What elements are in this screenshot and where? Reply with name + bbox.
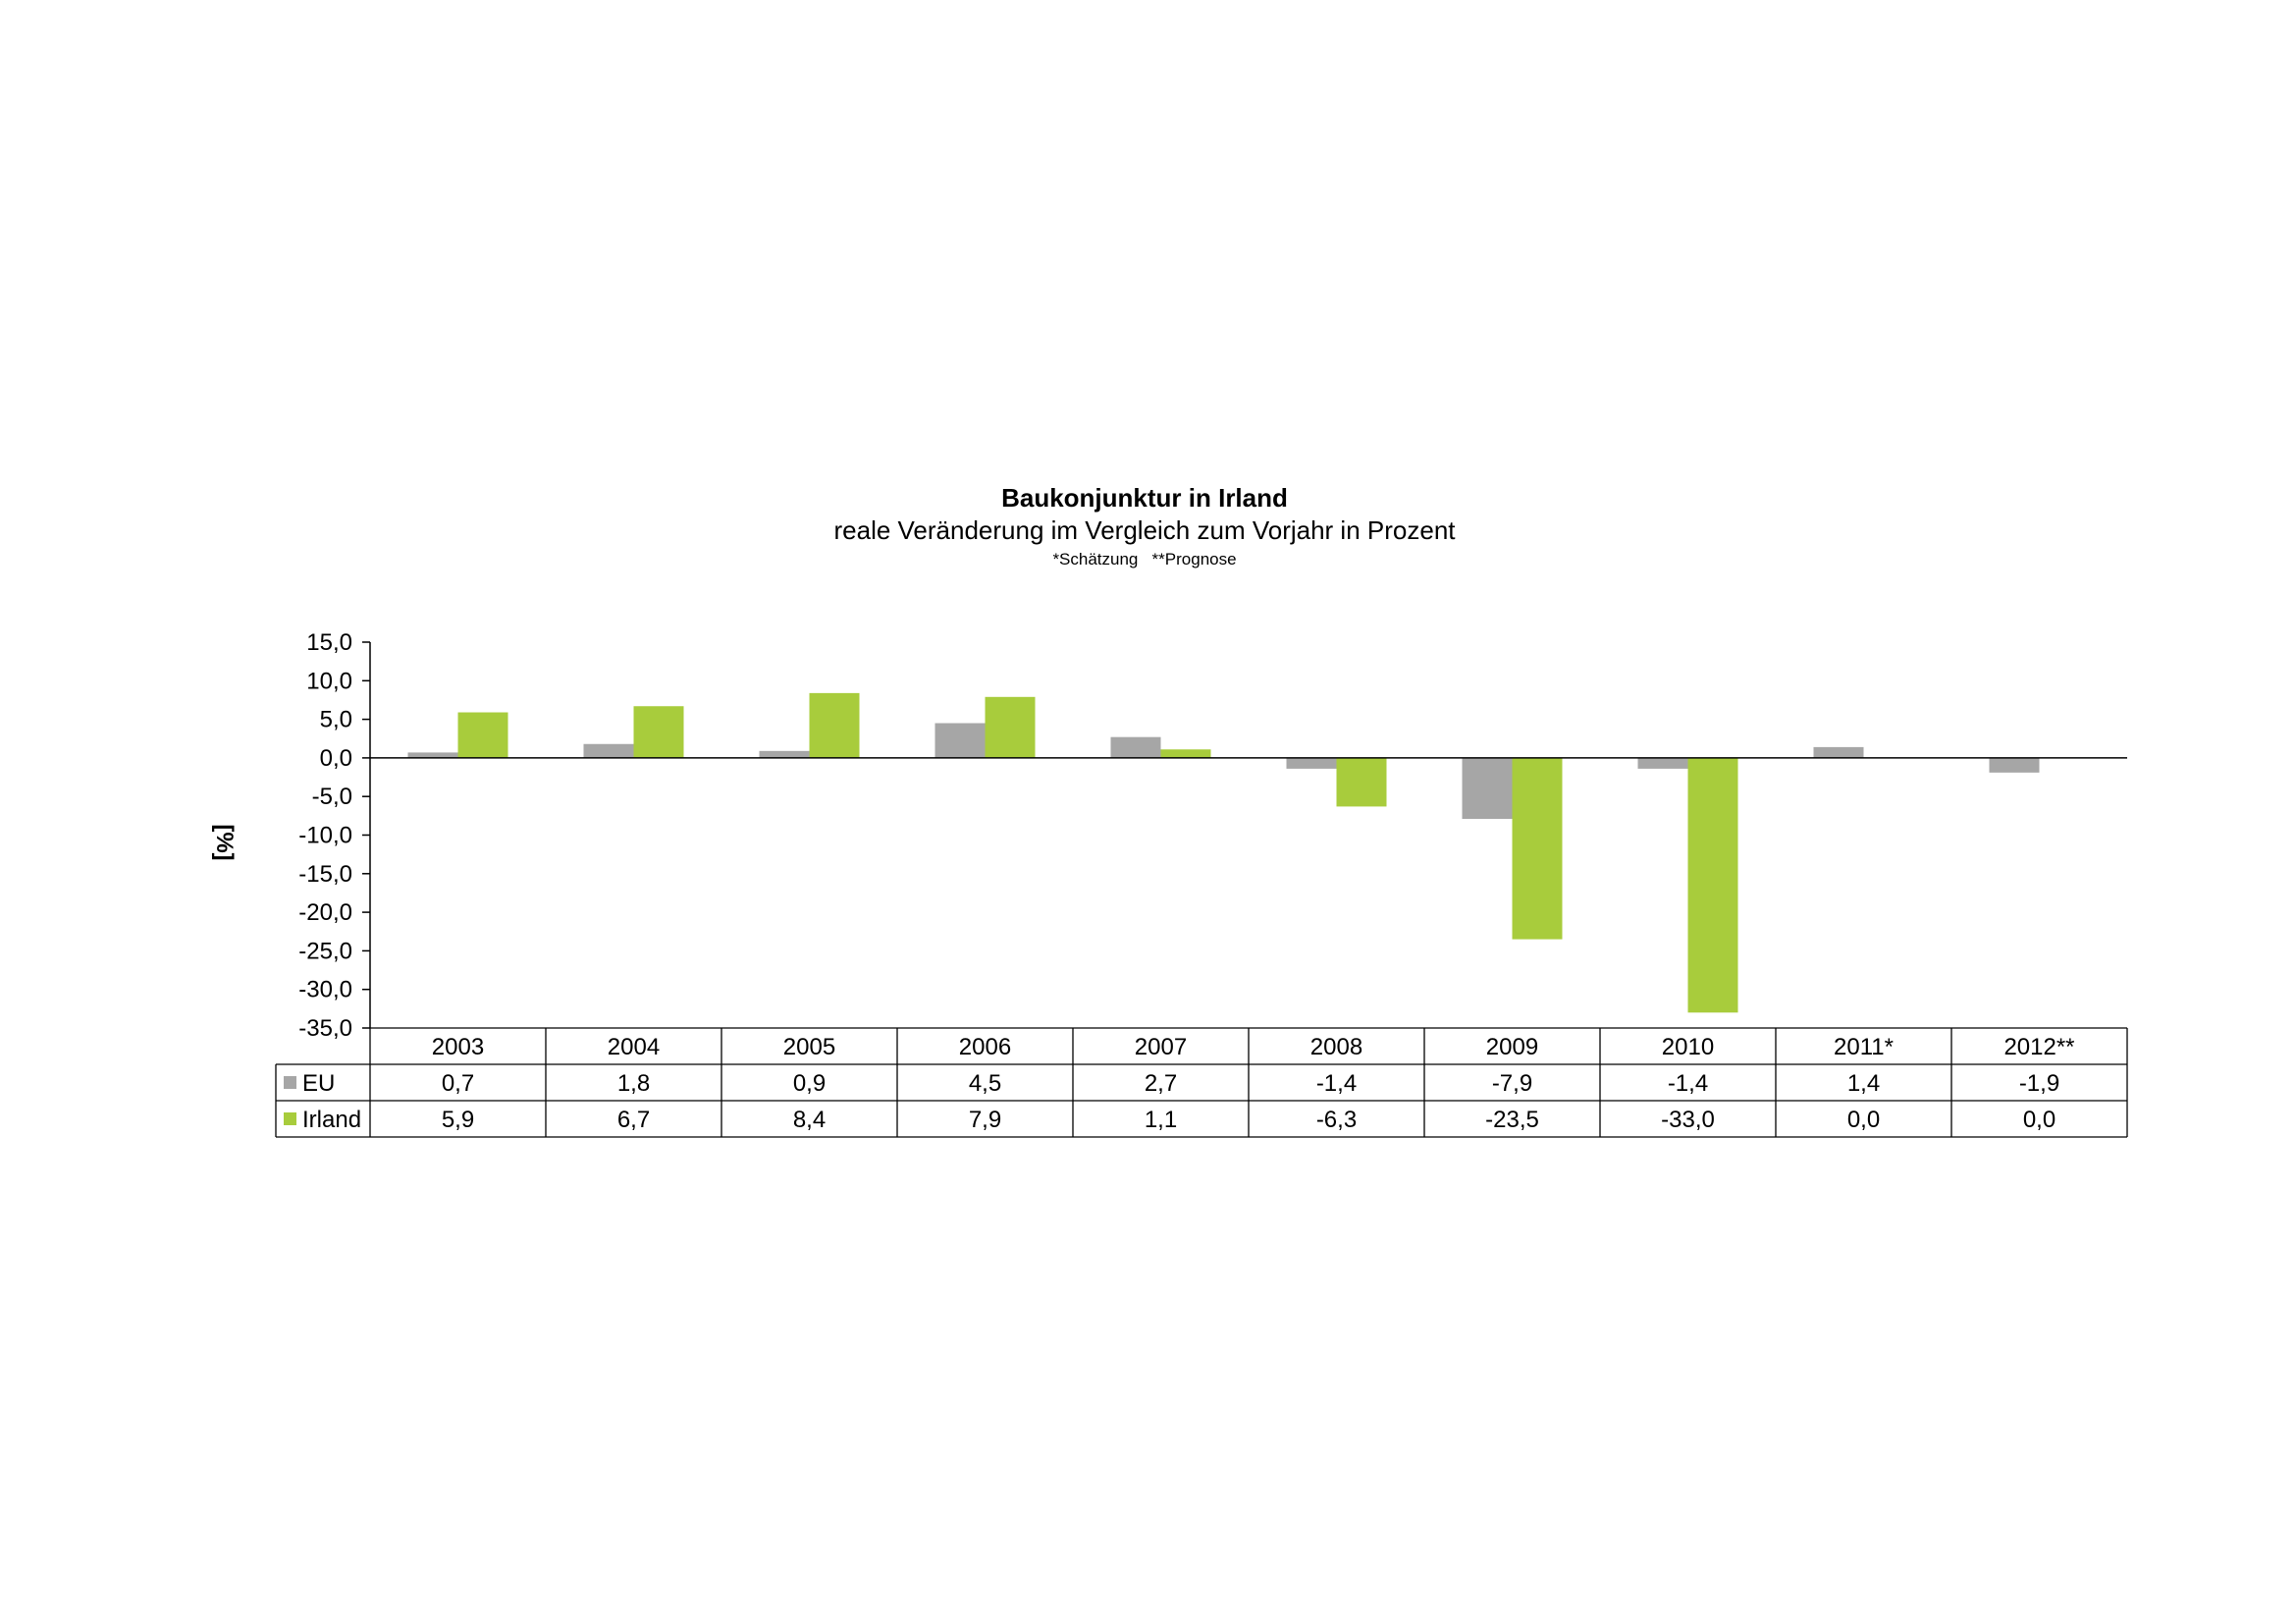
bar-eu-2012 bbox=[1989, 757, 2040, 773]
data-label-eu: -7,9 bbox=[1492, 1070, 1532, 1097]
data-label-irland: 5,9 bbox=[442, 1107, 474, 1133]
bar-eu-2004 bbox=[583, 743, 634, 758]
x-tick-label: 2011* bbox=[1834, 1034, 1894, 1060]
x-tick-label: 2012** bbox=[2003, 1034, 2074, 1060]
x-tick-label: 2007 bbox=[1135, 1034, 1187, 1060]
x-tick-label: 2003 bbox=[432, 1034, 484, 1060]
data-label-eu: 0,9 bbox=[793, 1070, 826, 1097]
x-tick-label: 2008 bbox=[1310, 1034, 1362, 1060]
bar-irland-2008 bbox=[1336, 757, 1387, 807]
y-tick-label: -30,0 bbox=[298, 977, 352, 1003]
bar-irland-2006 bbox=[985, 696, 1036, 758]
data-label-eu: 1,8 bbox=[617, 1070, 650, 1097]
bar-eu-2006 bbox=[934, 723, 986, 758]
y-tick-label: 10,0 bbox=[306, 668, 352, 694]
y-tick-label: -25,0 bbox=[298, 938, 352, 964]
data-label-irland: 0,0 bbox=[2023, 1107, 2056, 1133]
y-axis: 15,0 10,0 5,0 0,0 -5,0 -10,0 -15,0 -20,0 -25,0 -3… bbox=[298, 629, 371, 1042]
y-tick-label: -5,0 bbox=[312, 784, 352, 810]
data-label-eu: -1,4 bbox=[1316, 1070, 1357, 1097]
data-label-irland: 8,4 bbox=[793, 1107, 826, 1133]
legend-swatch-irland bbox=[284, 1112, 296, 1125]
data-label-eu: -1,4 bbox=[1668, 1070, 1708, 1097]
chart-subtitle: reale Veränderung im Vergleich zum Vorja… bbox=[833, 515, 1456, 545]
x-tick-label: 2005 bbox=[783, 1034, 835, 1060]
bar-eu-2005 bbox=[759, 750, 810, 758]
legend-swatch-eu bbox=[284, 1076, 296, 1089]
bar-eu-2007 bbox=[1110, 736, 1161, 758]
bar-irland-2009 bbox=[1512, 757, 1563, 940]
y-tick-label: -15,0 bbox=[298, 861, 352, 888]
legend-label-eu: EU bbox=[302, 1070, 335, 1097]
data-label-irland: 1,1 bbox=[1145, 1107, 1177, 1133]
y-tick-label: 0,0 bbox=[320, 745, 352, 772]
bar-eu-2010 bbox=[1637, 757, 1688, 769]
data-label-irland: 0,0 bbox=[1847, 1107, 1880, 1133]
data-label-eu: 2,7 bbox=[1145, 1070, 1177, 1097]
bar-eu-2008 bbox=[1286, 757, 1337, 769]
bar-irland-2003 bbox=[457, 712, 508, 758]
data-label-eu: -1,9 bbox=[2019, 1070, 2059, 1097]
bars bbox=[407, 692, 2040, 1013]
bar-irland-2007 bbox=[1160, 749, 1211, 758]
chart-note: *Schätzung **Prognose bbox=[1052, 550, 1236, 568]
bar-irland-2005 bbox=[809, 692, 860, 758]
x-tick-label: 2010 bbox=[1662, 1034, 1714, 1060]
y-tick-label: 5,0 bbox=[320, 707, 352, 733]
data-label-irland: -23,5 bbox=[1485, 1107, 1539, 1133]
bar-eu-2011 bbox=[1813, 746, 1864, 758]
chart-header: Baukonjunktur in Irland reale Veränderun… bbox=[833, 483, 1456, 568]
bar-irland-2004 bbox=[633, 706, 684, 758]
data-label-eu: 4,5 bbox=[969, 1070, 1001, 1097]
data-label-eu: 0,7 bbox=[442, 1070, 474, 1097]
data-label-irland: 6,7 bbox=[617, 1107, 650, 1133]
bar-eu-2003 bbox=[407, 752, 458, 758]
y-tick-label: -35,0 bbox=[298, 1015, 352, 1042]
data-label-irland: -33,0 bbox=[1661, 1107, 1715, 1133]
bar-eu-2009 bbox=[1462, 757, 1513, 819]
data-table: 2003 2004 2005 2006 2007 2008 2009 2010 2011* 201… bbox=[275, 1027, 2128, 1138]
data-label-irland: 7,9 bbox=[969, 1107, 1001, 1133]
x-tick-label: 2006 bbox=[959, 1034, 1011, 1060]
chart-title: Baukonjunktur in Irland bbox=[1001, 483, 1288, 513]
legend-label-irland: Irland bbox=[302, 1107, 361, 1133]
x-tick-label: 2004 bbox=[608, 1034, 660, 1060]
data-label-irland: -6,3 bbox=[1316, 1107, 1357, 1133]
x-tick-label: 2009 bbox=[1486, 1034, 1538, 1060]
y-tick-label: -20,0 bbox=[298, 899, 352, 926]
y-tick-label: 15,0 bbox=[306, 629, 352, 656]
y-tick-label: -10,0 bbox=[298, 823, 352, 849]
bar-irland-2010 bbox=[1687, 757, 1738, 1013]
y-axis-label: [%] bbox=[211, 824, 238, 860]
data-label-eu: 1,4 bbox=[1847, 1070, 1880, 1097]
